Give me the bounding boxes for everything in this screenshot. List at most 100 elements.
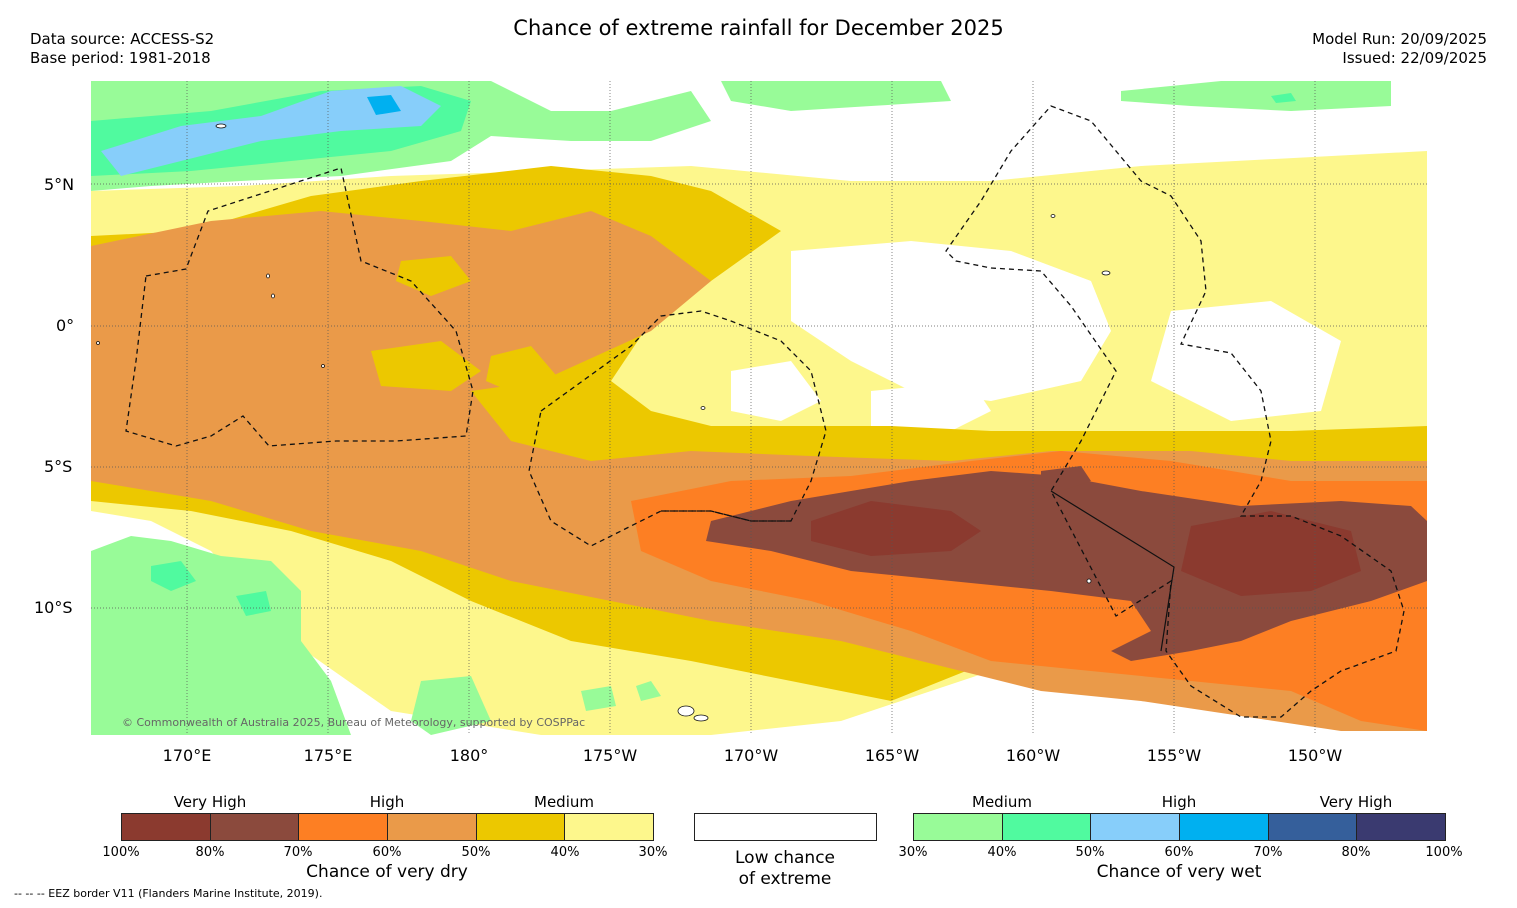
legend-dry-tick: 50% <box>461 845 491 860</box>
island <box>215 123 227 129</box>
rainfall-map <box>91 81 1427 735</box>
eez-kiribati-gilbert <box>125 167 474 447</box>
low-chance-area <box>791 241 1111 401</box>
legend-neutral-swatch <box>695 814 876 840</box>
model-run: Model Run: 20/09/2025 <box>1312 30 1487 48</box>
band-30-40-wet <box>411 676 491 735</box>
low-chance-area <box>871 381 991 431</box>
band-40-50-dry <box>486 346 561 396</box>
legend-dry-swatch <box>210 814 300 840</box>
legend-dry-cat-very-high: Very High <box>173 793 247 811</box>
low-chance-area <box>1151 301 1341 421</box>
legend-wet-cat-high: High <box>1161 793 1197 811</box>
island <box>700 406 706 410</box>
legend-dry-swatch <box>299 814 389 840</box>
legend-dry-colorbar <box>121 813 654 841</box>
legend-wet-tick: 30% <box>898 845 928 860</box>
island-samoa <box>693 714 709 722</box>
eez-line-islands <box>945 105 1405 718</box>
legend-dry-cat-medium: Medium <box>534 793 594 811</box>
legend-wet-swatch <box>1180 814 1269 840</box>
legend-dry-tick: 70% <box>283 845 313 860</box>
band-80-100-dry <box>1181 511 1361 596</box>
legend-wet-swatch <box>1091 814 1181 840</box>
island <box>96 341 100 345</box>
lon-label-165w: 165°W <box>864 746 920 765</box>
band-50-60-wet <box>101 86 441 176</box>
band-30-40-wet <box>721 81 951 111</box>
band-40-50-wet <box>151 561 196 591</box>
island <box>266 273 270 279</box>
legend-dry-tick: 30% <box>638 845 668 860</box>
issued-date: Issued: 22/09/2025 <box>1342 49 1487 67</box>
lat-label-0: 0° <box>56 316 75 335</box>
legend-dry-swatch <box>476 814 566 840</box>
copyright-note: © Commonwealth of Australia 2025, Bureau… <box>122 716 586 729</box>
eez-phoenix <box>528 310 827 547</box>
lon-label-160w: 160°W <box>1005 746 1061 765</box>
lon-label-150w: 150°W <box>1287 746 1343 765</box>
legend-wet-tick: 80% <box>1341 845 1371 860</box>
island-samoa <box>677 705 695 717</box>
legend-wet-swatch <box>914 814 1003 840</box>
band-30-40-wet <box>636 681 661 701</box>
lat-label-10s: 10°S <box>34 598 73 617</box>
legend-dry-caption: Chance of very dry <box>306 862 468 882</box>
legend-dry-swatch <box>565 814 654 840</box>
legend-wet-cat-very-high: Very High <box>1319 793 1393 811</box>
band-40-50-dry <box>371 341 481 391</box>
island <box>271 293 275 299</box>
lon-label-175w: 175°W <box>582 746 638 765</box>
low-chance-area <box>731 361 821 421</box>
island <box>321 364 325 368</box>
band-40-50-wet <box>1271 93 1296 103</box>
legend-dry-swatch <box>122 814 211 840</box>
lon-label-170e: 170°E <box>162 746 212 765</box>
lon-label-175e: 175°E <box>303 746 353 765</box>
legend-wet-swatch <box>1268 814 1358 840</box>
legend-neutral-caption-1: Low chance <box>735 848 835 868</box>
eez-tokelau <box>661 510 791 522</box>
base-period: Base period: 1981-2018 <box>30 49 211 67</box>
band-30-40-wet <box>581 686 616 711</box>
band-80-100-dry <box>811 501 981 556</box>
eez-borders <box>125 105 1405 718</box>
legend-wet-tick: 100% <box>1425 845 1463 860</box>
band-60-70-wet <box>367 95 401 115</box>
meta-right: Model Run: 20/09/2025 Issued: 22/09/2025 <box>1312 30 1487 68</box>
chart-title: Chance of extreme rainfall for December … <box>513 16 1004 40</box>
island <box>1050 214 1056 218</box>
legend-wet-swatch <box>1002 814 1092 840</box>
legend-wet-tick: 60% <box>1164 845 1194 860</box>
legend-dry-tick: 40% <box>550 845 580 860</box>
legend-dry-tick: 60% <box>372 845 402 860</box>
lon-label-180: 180° <box>449 746 489 765</box>
legend-wet-tick: 40% <box>987 845 1017 860</box>
legend-wet-swatch <box>1357 814 1446 840</box>
lat-label-5n: 5°N <box>44 175 75 194</box>
legend-neutral-caption-2: of extreme <box>738 869 832 889</box>
eez-border-note: -- -- -- EEZ border V11 (Flanders Marine… <box>14 887 323 900</box>
legend-neutral-box <box>694 813 877 841</box>
legend-dry-cat-high: High <box>369 793 405 811</box>
legend-wet-colorbar <box>913 813 1446 841</box>
meta-left: Data source: ACCESS-S2 Base period: 1981… <box>30 30 214 68</box>
legend-wet-caption: Chance of very wet <box>1096 862 1262 882</box>
boundary-line <box>1050 490 1175 652</box>
legend-wet-tick: 50% <box>1075 845 1105 860</box>
lat-label-5s: 5°S <box>44 457 73 476</box>
island <box>1086 578 1092 584</box>
gridlines <box>91 81 1427 735</box>
legend-wet-tick: 70% <box>1253 845 1283 860</box>
data-source: Data source: ACCESS-S2 <box>30 30 215 48</box>
islands <box>96 123 1111 722</box>
legend-dry-swatch <box>388 814 477 840</box>
rainfall-map-svg <box>91 81 1427 735</box>
legend-wet-cat-medium: Medium <box>972 793 1032 811</box>
lon-label-170w: 170°W <box>723 746 779 765</box>
band-30-40-wet <box>1121 81 1391 111</box>
lon-label-155w: 155°W <box>1146 746 1202 765</box>
island-kiritimati <box>1101 270 1111 276</box>
legend-dry-tick: 80% <box>195 845 225 860</box>
band-40-50-wet <box>236 591 271 616</box>
